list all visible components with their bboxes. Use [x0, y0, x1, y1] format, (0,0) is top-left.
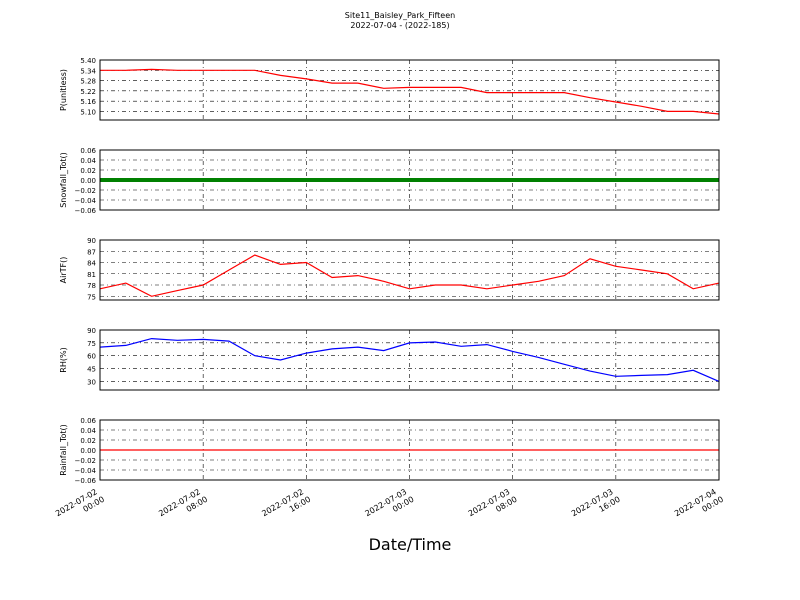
plot-frame [99, 419, 720, 481]
y-tick-label: 0.06 [80, 147, 96, 155]
y-axis-label: RH(%) [59, 347, 68, 372]
y-tick-label: 5.10 [80, 108, 96, 116]
y-tick-label: 75 [87, 293, 96, 301]
y-tick-label: 90 [87, 327, 96, 335]
y-tick-label: 45 [87, 366, 96, 374]
y-axis-label: AirTF() [59, 257, 68, 284]
y-tick-label: −0.06 [75, 477, 97, 485]
y-tick-label: 75 [87, 340, 96, 348]
data-line [100, 68, 720, 115]
y-tick-label: 5.28 [80, 78, 96, 86]
y-tick-label: −0.02 [75, 457, 96, 465]
x-axis-label: Date/Time [369, 535, 452, 554]
y-tick-label: 0.02 [80, 437, 96, 445]
y-tick-label: 0.02 [80, 167, 96, 175]
y-tick-label: 87 [87, 248, 96, 256]
data-line [99, 337, 720, 382]
plot-frame [99, 149, 720, 211]
plot-frame [99, 59, 720, 121]
y-axis-label: Rainfall_Tot() [59, 424, 68, 476]
y-tick-label: 30 [87, 378, 96, 386]
chart-title: Site11_Baisley_Park_Fifteen [345, 11, 455, 20]
y-axis-label: P(unitless) [59, 69, 68, 111]
y-tick-label: 90 [87, 237, 96, 245]
plot-frame [99, 239, 720, 301]
y-tick-label: 0.04 [80, 157, 96, 165]
y-tick-label: 0.00 [80, 447, 96, 455]
y-tick-label: 0.04 [80, 427, 96, 435]
y-tick-label: 5.16 [80, 98, 96, 106]
y-tick-label: 78 [87, 282, 96, 290]
y-tick-label: 84 [87, 260, 96, 268]
y-tick-label: 5.34 [80, 67, 96, 75]
chart-subtitle: 2022-07-04 - (2022-185) [350, 21, 449, 30]
y-tick-label: −0.04 [75, 197, 97, 205]
y-tick-label: 0.00 [80, 177, 96, 185]
y-tick-label: −0.02 [75, 187, 96, 195]
y-tick-label: −0.04 [75, 467, 97, 475]
y-axis-label: Snowfall_Tot() [59, 152, 68, 208]
y-tick-label: 0.06 [80, 417, 96, 425]
y-tick-label: −0.06 [75, 207, 97, 215]
data-line [99, 254, 720, 297]
y-tick-label: 81 [87, 271, 96, 279]
y-tick-label: 5.22 [80, 88, 96, 96]
y-tick-label: 60 [87, 353, 96, 361]
y-tick-label: 5.40 [80, 57, 96, 65]
plot-frame [99, 329, 720, 391]
